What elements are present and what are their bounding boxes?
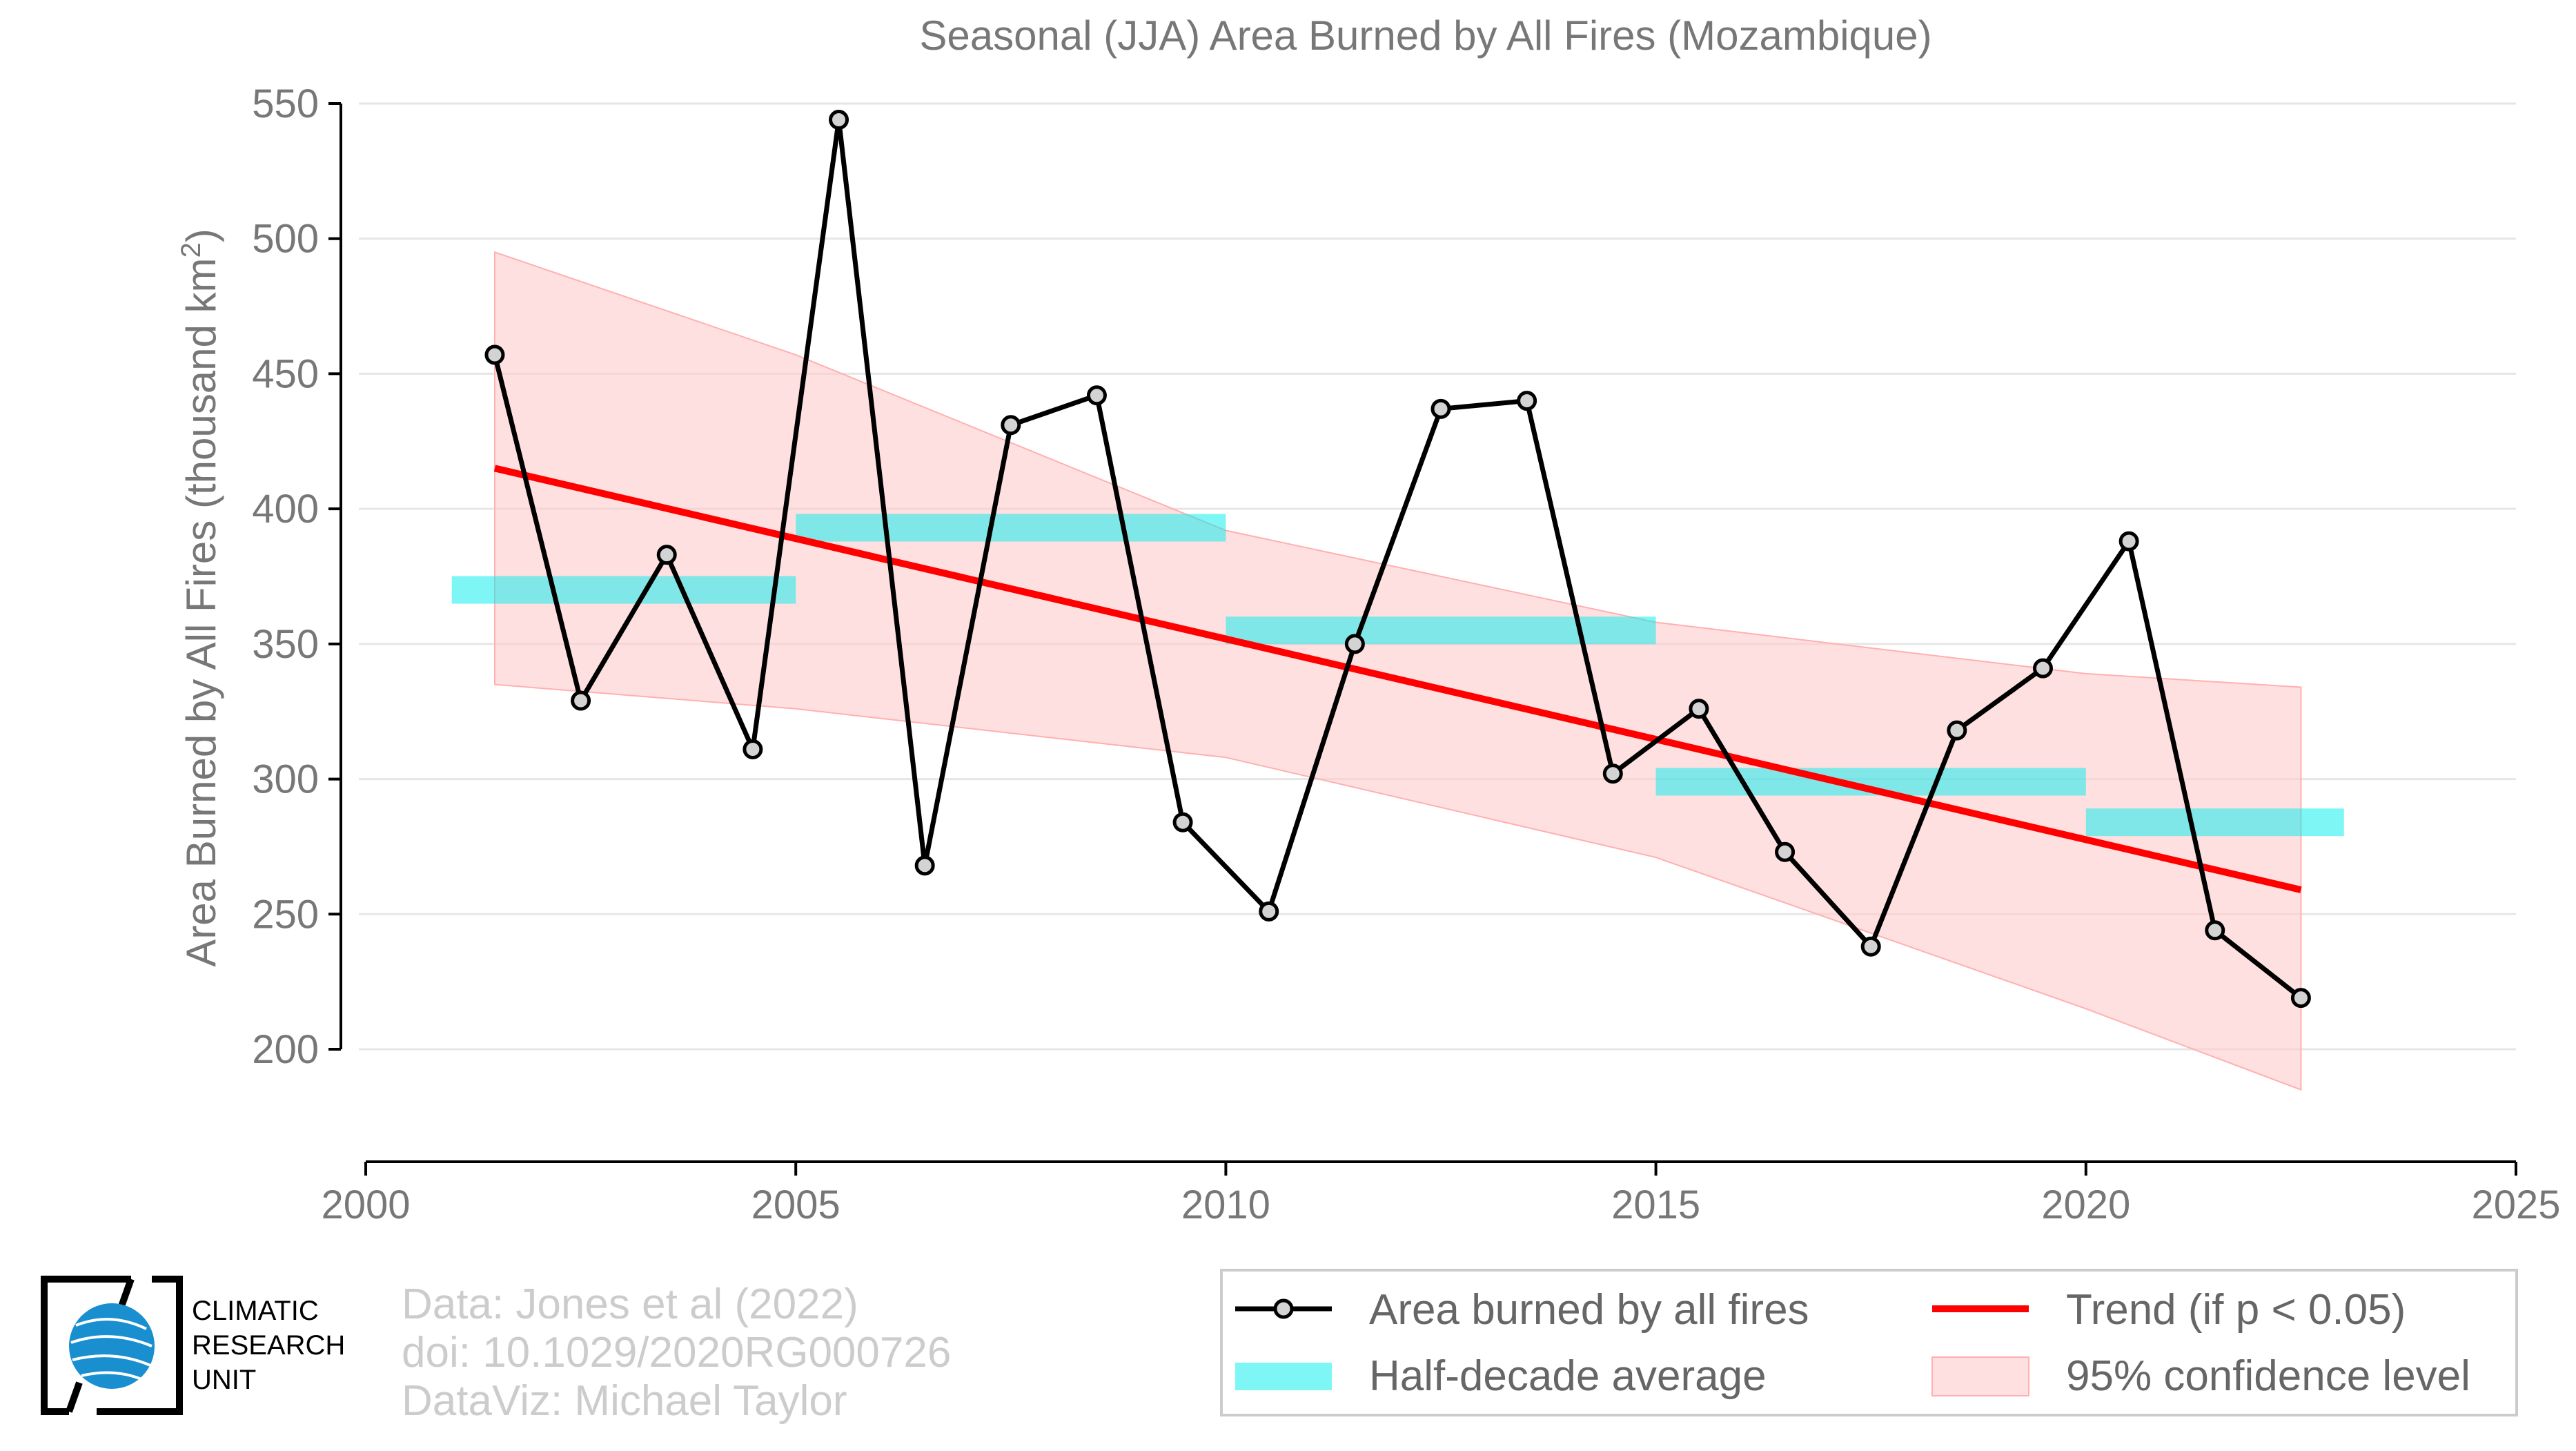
legend-label-trend: Trend (if p < 0.05) <box>2066 1286 2406 1334</box>
half-decade-bar <box>451 576 796 604</box>
legend-label-area-burned: Area burned by all fires <box>1369 1286 1809 1334</box>
legend-label-half-decade: Half-decade average <box>1369 1352 1767 1400</box>
half-decade-bar <box>796 514 1226 542</box>
data-point <box>1344 634 1365 654</box>
logo-text-unit: UNIT <box>192 1365 256 1395</box>
legend-swatch-confidence <box>1931 1356 2029 1396</box>
data-point <box>914 855 935 876</box>
y-axis-label-main: Area Burned by All Fires (thousand km <box>178 258 224 967</box>
x-tick-label: 2020 <box>2041 1182 2130 1227</box>
y-tick-label: 300 <box>252 757 319 802</box>
y-axis-label: Area Burned by All Fires (thousand km2) <box>176 228 224 966</box>
credit-data: Data: Jones et al (2022) <box>402 1280 858 1328</box>
logo-slash-bottom <box>66 1381 83 1413</box>
half-decade-bar <box>1226 616 1656 645</box>
credits: Data: Jones et al (2022) doi: 10.1029/20… <box>402 1280 951 1425</box>
y-tick-label: 500 <box>252 217 319 262</box>
data-point <box>2205 920 2225 941</box>
legend-marker-area-burned <box>1273 1298 1294 1319</box>
logo-bracket-right <box>97 1276 183 1415</box>
legend-item-confidence: 95% confidence level <box>1931 1352 2470 1400</box>
tick-labels: 200 250 300 350 400 450 500 550 2000 2005 2010 2015… <box>252 81 2560 1227</box>
y-tick-label: 250 <box>252 892 319 937</box>
data-point <box>1001 415 1021 436</box>
trend-line <box>493 465 2302 893</box>
logo-text-research: RESEARCH <box>192 1330 345 1361</box>
axes <box>328 102 2517 1176</box>
half-decade-bar <box>2085 808 2344 837</box>
x-tick-label: 2010 <box>1181 1182 1270 1227</box>
legend-item-trend: Trend (if p < 0.05) <box>1932 1286 2406 1334</box>
data-point <box>656 545 677 565</box>
data-point <box>571 690 591 711</box>
confidence-band <box>493 251 2302 1091</box>
y-axis-label-sup: 2 <box>176 242 206 257</box>
data-point <box>1172 812 1193 832</box>
legend-label-confidence: 95% confidence level <box>2066 1352 2470 1400</box>
data-point <box>2032 658 2053 679</box>
data-point <box>1860 936 1881 957</box>
data-point <box>1689 699 1709 719</box>
x-tick-label: 2015 <box>1611 1182 1700 1227</box>
data-point <box>1775 841 1796 862</box>
data-point <box>1430 398 1451 419</box>
data-point <box>2290 988 2311 1009</box>
x-tick-label: 2000 <box>321 1182 410 1227</box>
data-point <box>2118 531 2139 552</box>
legend-item-area-burned: Area burned by all fires <box>1235 1286 1809 1334</box>
credit-doi: doi: 10.1029/2020RG000726 <box>402 1329 951 1376</box>
data-point <box>1947 720 1967 741</box>
y-tick-label: 550 <box>252 81 319 126</box>
y-tick-label: 400 <box>252 487 319 532</box>
confidence-band-layer <box>493 251 2302 1091</box>
legend-item-half-decade: Half-decade average <box>1235 1352 1767 1400</box>
x-tick-label: 2005 <box>751 1182 840 1227</box>
logo-slash-top <box>117 1278 135 1309</box>
legend-swatch-half-decade <box>1235 1363 1332 1390</box>
x-tick-label: 2025 <box>2471 1182 2560 1227</box>
data-point <box>743 739 763 760</box>
data-point <box>1517 391 1537 411</box>
y-tick-label: 350 <box>252 622 319 667</box>
data-point <box>829 109 849 130</box>
chart-title: Seasonal (JJA) Area Burned by All Fires … <box>919 12 1931 59</box>
data-point <box>1259 901 1279 922</box>
data-point <box>484 344 505 365</box>
data-point <box>1602 763 1623 784</box>
y-tick-label: 200 <box>252 1027 319 1072</box>
legend-box <box>1220 1269 2518 1416</box>
half-decade-layer <box>451 514 2344 837</box>
y-axis-label-close: ) <box>178 228 224 242</box>
area-burned-line <box>492 117 2303 1000</box>
logo-text-climatic: CLIMATIC <box>192 1296 319 1326</box>
area-burned-layer <box>484 109 2311 1009</box>
logo-bracket-left <box>41 1276 131 1415</box>
legend: Area burned by all fires Trend (if p < 0… <box>1220 1269 2518 1416</box>
globe-icon <box>69 1303 155 1389</box>
trend-layer <box>493 465 2302 893</box>
credit-dataviz: DataViz: Michael Taylor <box>402 1377 847 1425</box>
y-tick-label: 450 <box>252 351 319 396</box>
data-point <box>1086 385 1107 406</box>
cru-logo: CLIMATIC RESEARCH UNIT <box>41 1276 345 1415</box>
